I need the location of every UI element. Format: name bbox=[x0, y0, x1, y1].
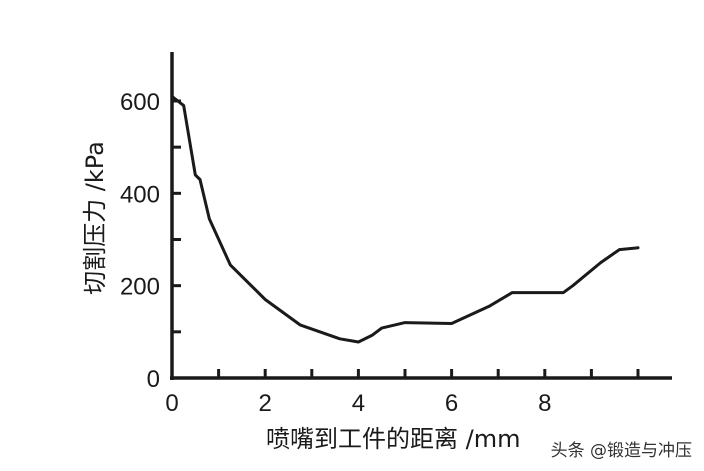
axes bbox=[170, 52, 672, 380]
x-tick-label: 4 bbox=[352, 390, 365, 417]
y-axis-title: 切割压力 /kPa bbox=[81, 141, 109, 295]
y-tick-label: 400 bbox=[120, 181, 160, 208]
y-tick-label: 0 bbox=[147, 366, 160, 393]
x-tick-label: 0 bbox=[165, 390, 178, 417]
x-tick-label: 8 bbox=[538, 390, 551, 417]
tick-labels: 0 2 4 6 8 0 200 400 600 bbox=[120, 89, 552, 417]
x-tick-label: 6 bbox=[445, 390, 458, 417]
pressure-curve bbox=[170, 94, 640, 344]
y-tick-label: 600 bbox=[120, 89, 160, 116]
x-axis-title: 喷嘴到工件的距离 /mm bbox=[266, 425, 520, 453]
watermark: 头条 @锻造与冲压 bbox=[550, 441, 692, 461]
ticks bbox=[172, 99, 640, 378]
x-tick-label: 2 bbox=[259, 390, 272, 417]
y-tick-label: 200 bbox=[120, 274, 160, 301]
